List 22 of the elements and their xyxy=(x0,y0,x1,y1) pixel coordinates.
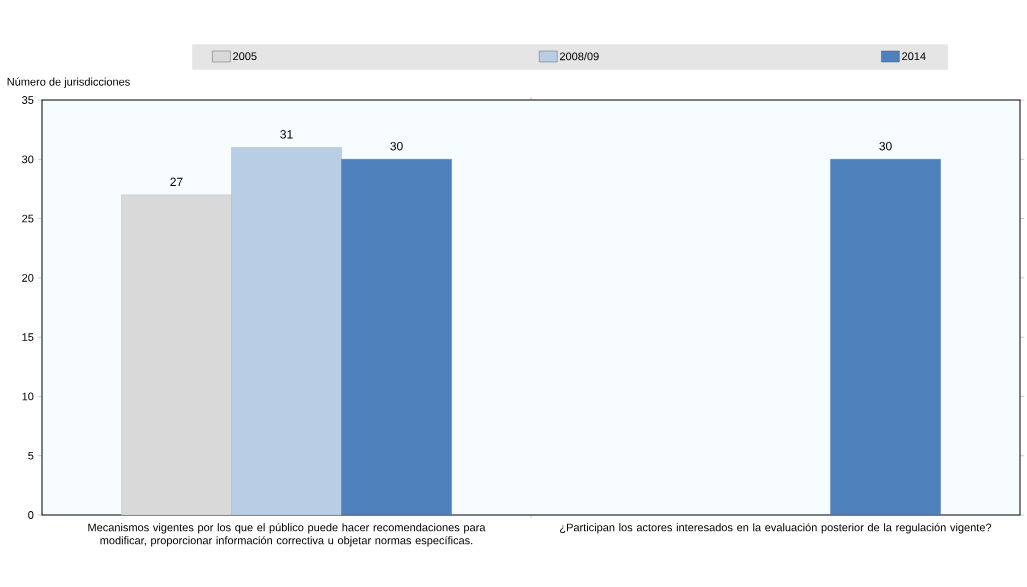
y-tick-label: 0 xyxy=(28,511,34,519)
bar xyxy=(231,147,342,516)
y-tick-label: 10 xyxy=(22,392,34,401)
y-tick-label: 30 xyxy=(22,155,34,164)
x-tick-label: Mecanismos vigentes por los que el público puede hacer recomendaciones para modificar, proporcionar información correctiva u objetar normas específicas. xyxy=(88,523,486,547)
y-axis-title: Número de jurisdicciones xyxy=(7,77,130,88)
data-label: 31 xyxy=(280,130,293,139)
y-tick-label: 5 xyxy=(28,451,34,460)
legend-label: 2014 xyxy=(902,52,926,61)
y-tick-label: 25 xyxy=(22,214,34,223)
data-label: 27 xyxy=(170,177,183,186)
x-tick-label: ¿Participan los actores interesados en la evaluación posterior de la regulación vigente? xyxy=(560,523,992,534)
bar xyxy=(341,159,452,516)
data-label: 30 xyxy=(390,141,403,151)
legend-label: 2005 xyxy=(233,52,257,61)
legend-label: 2008/09 xyxy=(559,52,599,61)
y-tick-label: 20 xyxy=(22,273,34,282)
data-label: 30 xyxy=(879,141,892,151)
bar xyxy=(121,194,232,516)
y-tick-label: 35 xyxy=(22,96,34,104)
bar xyxy=(830,159,941,516)
y-tick-label: 15 xyxy=(22,333,34,341)
